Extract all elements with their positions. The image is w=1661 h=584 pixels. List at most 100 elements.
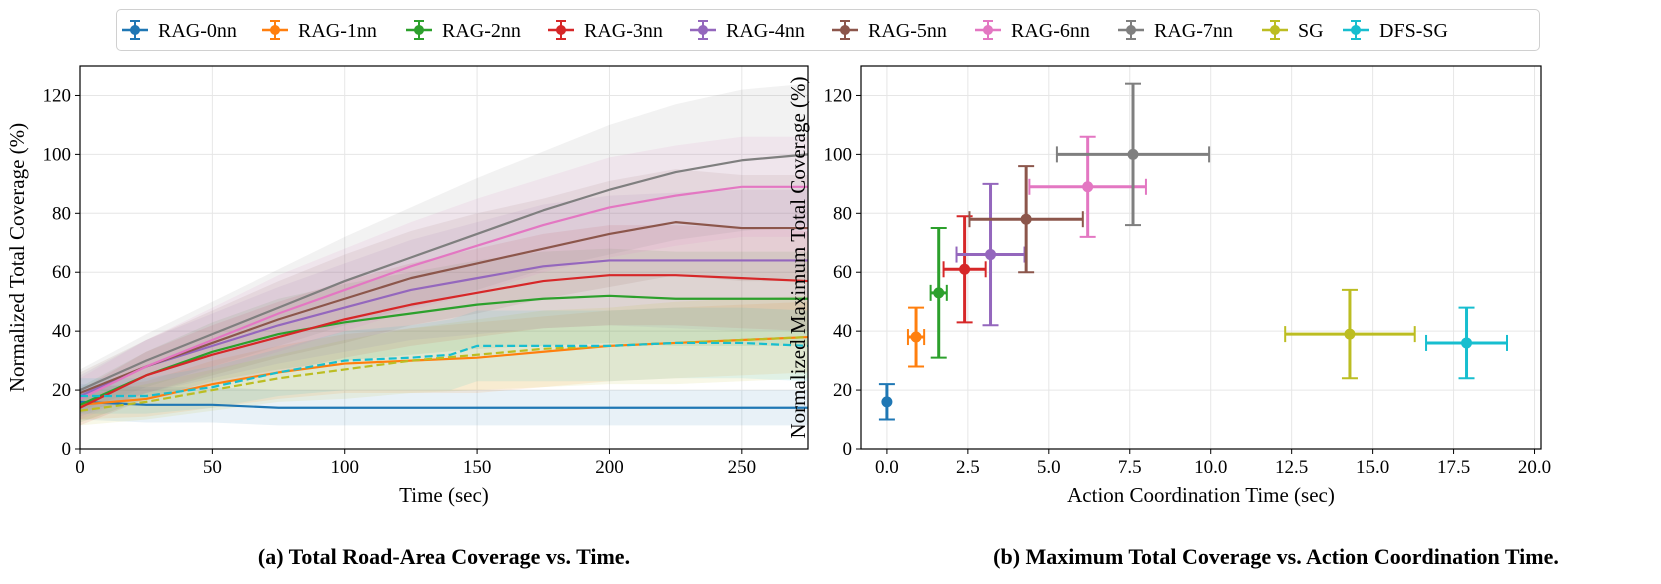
legend-label: DFS-SG <box>1379 20 1448 42</box>
point-rag-7nn <box>1055 82 1211 227</box>
point-rag-2nn <box>929 227 948 359</box>
line-rag-7nn <box>80 153 808 392</box>
point-marker <box>959 263 971 275</box>
point-dfs-sg <box>1425 306 1508 380</box>
tick-label-y: 100 <box>43 144 72 165</box>
tick-label-y: 120 <box>43 85 72 106</box>
point-marker <box>1082 181 1094 193</box>
tick-label-y: 100 <box>824 144 853 165</box>
tick-label-y: 60 <box>52 262 71 283</box>
legend-item-rag-4nn: RAG-4nn <box>690 20 805 42</box>
legend-label: RAG-3nn <box>584 20 663 42</box>
band-dfs-sg <box>80 307 808 414</box>
tick-label-y: 80 <box>52 203 71 224</box>
legend-marker-dot <box>130 25 140 35</box>
tick-label-x: 5.0 <box>1037 457 1061 478</box>
legend-label: RAG-0nn <box>158 20 237 42</box>
tick-label-x: 15.0 <box>1356 457 1389 478</box>
tick-label-x: 17.5 <box>1437 457 1470 478</box>
point-rag-6nn <box>1028 135 1147 238</box>
legend-item-rag-3nn: RAG-3nn <box>548 20 663 42</box>
tick-label-y: 20 <box>52 380 71 401</box>
legend-marker-dot <box>270 25 280 35</box>
tick-label-y: 80 <box>833 203 852 224</box>
line-sg <box>80 335 808 412</box>
caption-a: (a) Total Road-Area Coverage vs. Time. <box>257 544 631 569</box>
plot-frame <box>860 65 1542 450</box>
legend-label: RAG-4nn <box>726 20 805 42</box>
legend-label: SG <box>1298 20 1324 42</box>
point-marker <box>985 249 997 261</box>
tick-label-y: 40 <box>52 321 71 342</box>
legend-marker-dot <box>698 25 708 35</box>
line-dfs-sg <box>80 341 808 398</box>
tick-label-y: 0 <box>843 439 853 460</box>
legend-label: RAG-5nn <box>868 20 947 42</box>
bands <box>80 83 808 426</box>
point-marker <box>881 396 893 408</box>
legend-label: RAG-2nn <box>442 20 521 42</box>
legend-item-rag-2nn: RAG-2nn <box>406 20 521 42</box>
tick-label-x: 200 <box>595 457 624 478</box>
tick-label-x: 0.0 <box>875 457 899 478</box>
tick-label-y: 40 <box>833 321 852 342</box>
band-rag-6nn <box>80 136 808 420</box>
band-rag-4nn <box>80 189 808 417</box>
point-marker <box>1127 148 1139 160</box>
point-marker <box>1020 213 1032 225</box>
tick-label-x: 50 <box>203 457 222 478</box>
band-rag-1nn <box>80 301 808 420</box>
point-rag-4nn <box>955 182 1026 327</box>
legend-item-rag-0nn: RAG-0nn <box>122 20 237 42</box>
error-bar-points <box>878 82 1508 421</box>
line-rag-2nn <box>80 294 808 406</box>
legend-item-rag-6nn: RAG-6nn <box>975 20 1090 42</box>
point-rag-0nn <box>878 383 895 421</box>
line-rag-0nn <box>80 400 808 409</box>
tick-label-y: 20 <box>833 380 852 401</box>
tick-label-x: 12.5 <box>1275 457 1308 478</box>
point-marker <box>1461 337 1473 349</box>
line-rag-1nn <box>80 335 808 406</box>
tick-label-y: 0 <box>62 439 72 460</box>
tick-label-y: 60 <box>833 262 852 283</box>
point-marker <box>1344 328 1356 340</box>
x-axis-label: Action Coordination Time (sec) <box>1067 483 1335 507</box>
tick-label-x: 250 <box>728 457 757 478</box>
tick-label-x: 0 <box>75 457 85 478</box>
band-rag-2nn <box>80 248 808 423</box>
legend-item-sg: SG <box>1262 20 1324 42</box>
grid <box>861 66 1541 450</box>
legend: RAG-0nn RAG-1nn RAG-2nn RAG-3nn RAG-4nn RAG-5… <box>122 20 1448 42</box>
point-rag-5nn <box>968 165 1084 274</box>
x-axis-label: Time (sec) <box>399 483 489 507</box>
legend-marker-dot <box>840 25 850 35</box>
point-sg <box>1284 288 1416 380</box>
point-marker <box>910 331 922 343</box>
legend-marker-dot <box>1270 25 1280 35</box>
legend-marker-dot <box>1351 25 1361 35</box>
point-rag-3nn <box>942 215 987 324</box>
tick-label-x: 10.0 <box>1194 457 1227 478</box>
point-rag-1nn <box>906 306 926 368</box>
legend-marker-dot <box>414 25 424 35</box>
caption-b: (b) Maximum Total Coverage vs. Action Co… <box>993 544 1559 569</box>
scatter-chart-coverage-vs-coordination-time: 0.0 2.5 5.0 7.5 10.0 12.5 15.0 17.5 20.0 0 20 40 60 8… <box>786 65 1551 507</box>
plot-frame <box>79 65 809 450</box>
legend-label: RAG-7nn <box>1154 20 1233 42</box>
line-rag-4nn <box>80 259 808 397</box>
band-rag-7nn <box>80 83 808 411</box>
legend-marker-dot <box>1126 25 1136 35</box>
lines <box>80 153 808 412</box>
line-rag-6nn <box>80 185 808 400</box>
y-axis-label: Normalized Total Coverage (%) <box>5 123 29 392</box>
legend-label: RAG-1nn <box>298 20 377 42</box>
band-rag-0nn <box>80 384 808 426</box>
tick-label-x: 20.0 <box>1518 457 1551 478</box>
tick-label-x: 100 <box>330 457 359 478</box>
tick-label-x: 150 <box>463 457 492 478</box>
legend-item-rag-5nn: RAG-5nn <box>832 20 947 42</box>
legend-item-dfs-sg: DFS-SG <box>1343 20 1448 42</box>
legend-item-rag-1nn: RAG-1nn <box>262 20 377 42</box>
